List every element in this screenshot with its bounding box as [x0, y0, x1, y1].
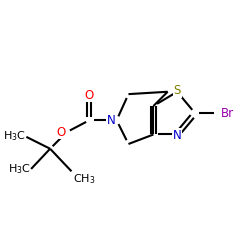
Text: H$_3$C: H$_3$C	[8, 162, 31, 176]
Text: S: S	[174, 84, 181, 97]
Text: Br: Br	[221, 107, 234, 120]
Text: CH$_3$: CH$_3$	[73, 172, 95, 186]
Text: O: O	[56, 126, 66, 138]
Text: O: O	[85, 89, 94, 102]
Text: N: N	[173, 129, 182, 142]
Text: N: N	[107, 114, 116, 127]
Text: H$_3$C: H$_3$C	[4, 129, 26, 142]
